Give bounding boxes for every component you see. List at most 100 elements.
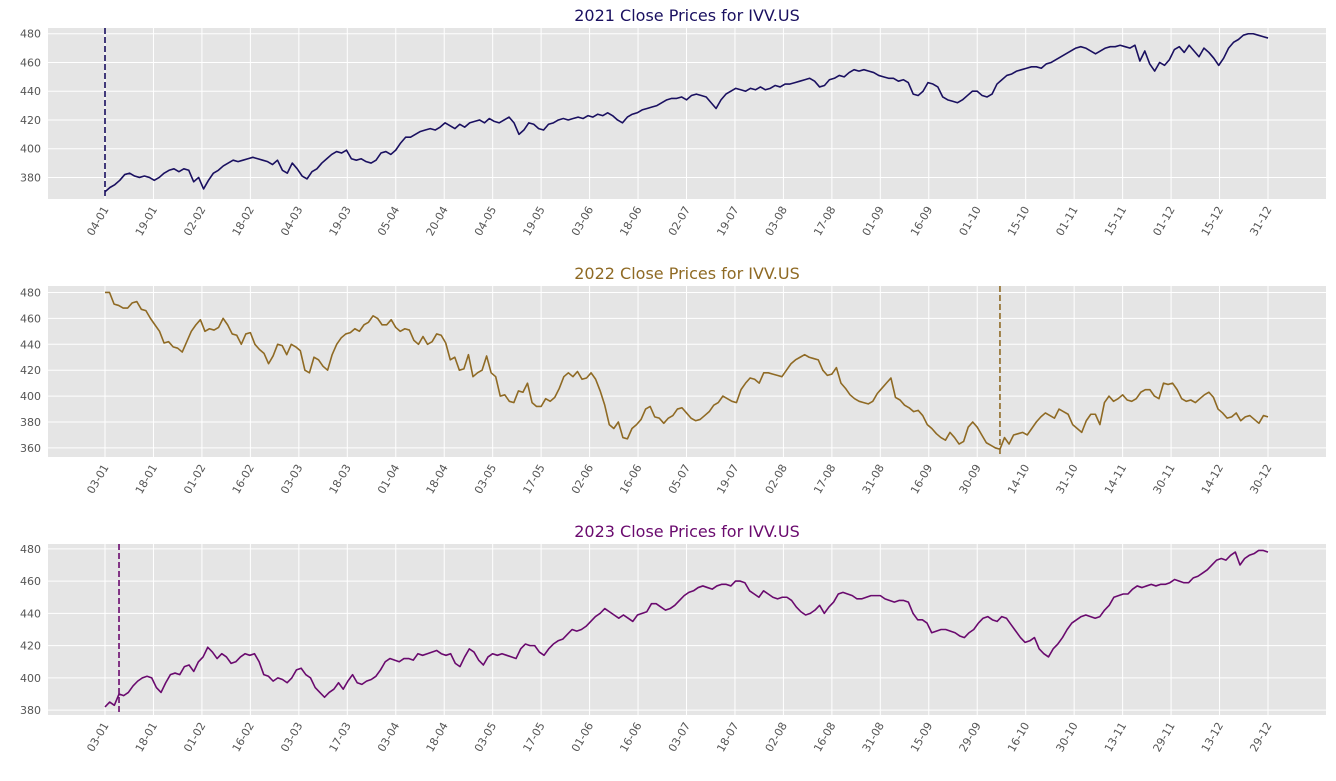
x-tick-label: 02-07 — [666, 204, 693, 238]
x-tick-label: 18-01 — [133, 462, 160, 496]
y-tick-label: 460 — [20, 56, 41, 69]
x-tick-label: 30-09 — [957, 462, 984, 496]
x-tick-label: 15-10 — [1005, 204, 1032, 238]
y-tick-label: 420 — [20, 364, 41, 377]
x-tick-label: 18-02 — [230, 204, 257, 238]
x-tick-label: 14-10 — [1005, 462, 1032, 496]
y-tick-label: 400 — [20, 390, 41, 403]
x-tick-label: 03-04 — [375, 720, 402, 754]
x-tick-label: 16-02 — [230, 720, 257, 754]
series-line — [104, 32, 1269, 193]
series-line — [105, 291, 1269, 451]
y-tick-label: 480 — [20, 28, 41, 41]
x-tick-label: 03-03 — [278, 720, 305, 754]
x-tick-label: 03-06 — [569, 204, 596, 238]
y-tick-label: 440 — [20, 607, 41, 620]
x-tick-label: 31-08 — [860, 462, 887, 496]
chart-title: 2021 Close Prices for IVV.US — [574, 6, 800, 25]
y-tick-label: 420 — [20, 640, 41, 653]
y-tick-label: 460 — [20, 575, 41, 588]
x-tick-label: 02-08 — [763, 462, 790, 496]
x-tick-label: 18-01 — [133, 720, 160, 754]
x-tick-label: 19-07 — [714, 204, 741, 238]
x-tick-label: 01-06 — [569, 720, 596, 754]
x-tick-label: 03-01 — [84, 462, 111, 496]
x-tick-label: 29-09 — [957, 720, 984, 754]
y-tick-label: 440 — [20, 85, 41, 98]
x-tick-label: 01-12 — [1150, 204, 1177, 238]
y-tick-label: 460 — [20, 312, 41, 325]
x-tick-label: 14-12 — [1199, 462, 1226, 496]
x-tick-label: 19-05 — [520, 204, 547, 238]
x-tick-label: 16-09 — [908, 462, 935, 496]
x-tick-label: 16-06 — [617, 720, 644, 754]
x-tick-label: 16-02 — [230, 462, 257, 496]
x-tick-label: 04-03 — [278, 204, 305, 238]
x-tick-label: 05-07 — [666, 462, 693, 496]
x-tick-label: 01-04 — [375, 462, 402, 496]
x-tick-label: 18-04 — [424, 462, 451, 496]
y-tick-label: 420 — [20, 114, 41, 127]
x-tick-label: 17-08 — [811, 204, 838, 238]
x-tick-label: 20-04 — [424, 204, 451, 238]
x-tick-label: 03-08 — [763, 204, 790, 238]
series-line — [104, 549, 1269, 708]
y-tick-label: 380 — [20, 704, 41, 717]
x-tick-label: 02-02 — [181, 204, 208, 238]
x-tick-label: 30-10 — [1054, 720, 1081, 754]
x-tick-label: 30-11 — [1150, 462, 1177, 496]
x-tick-label: 01-10 — [957, 204, 984, 238]
x-tick-label: 17-05 — [520, 462, 547, 496]
x-tick-label: 29-12 — [1247, 720, 1274, 754]
x-tick-label: 17-03 — [327, 720, 354, 754]
x-tick-label: 16-10 — [1005, 720, 1032, 754]
x-tick-label: 19-01 — [133, 204, 160, 238]
x-tick-label: 02-06 — [569, 462, 596, 496]
x-tick-label: 03-05 — [472, 462, 499, 496]
y-tick-label: 400 — [20, 143, 41, 156]
y-tick-label: 380 — [20, 171, 41, 184]
x-tick-label: 05-04 — [375, 204, 402, 238]
x-tick-label: 04-01 — [84, 204, 111, 238]
x-tick-label: 01-02 — [181, 462, 208, 496]
x-tick-label: 31-12 — [1247, 204, 1274, 238]
x-tick-label: 14-11 — [1102, 462, 1129, 496]
x-tick-label: 31-10 — [1054, 462, 1081, 496]
y-tick-label: 380 — [20, 416, 41, 429]
x-tick-label: 31-08 — [860, 720, 887, 754]
x-tick-label: 17-05 — [520, 720, 547, 754]
y-tick-label: 400 — [20, 672, 41, 685]
y-tick-label: 360 — [20, 442, 41, 455]
y-tick-label: 480 — [20, 286, 41, 299]
x-tick-label: 30-12 — [1247, 462, 1274, 496]
x-tick-label: 16-09 — [908, 204, 935, 238]
x-tick-label: 01-09 — [860, 204, 887, 238]
x-tick-label: 16-06 — [617, 462, 644, 496]
x-tick-label: 29-11 — [1150, 720, 1177, 754]
x-tick-label: 18-06 — [617, 204, 644, 238]
x-tick-label: 03-05 — [472, 720, 499, 754]
x-tick-label: 18-04 — [424, 720, 451, 754]
x-tick-label: 15-09 — [908, 720, 935, 754]
x-tick-label: 15-12 — [1199, 204, 1226, 238]
x-tick-label: 03-01 — [84, 720, 111, 754]
x-tick-label: 19-07 — [714, 462, 741, 496]
chart-title: 2023 Close Prices for IVV.US — [574, 522, 800, 541]
x-tick-label: 04-05 — [472, 204, 499, 238]
x-tick-label: 13-11 — [1102, 720, 1129, 754]
chart-2021: 2021 Close Prices for IVV.US 380 400 420 44… — [20, 6, 1326, 238]
x-tick-label: 01-11 — [1054, 204, 1081, 238]
x-tick-label: 01-02 — [181, 720, 208, 754]
x-tick-label: 02-08 — [763, 720, 790, 754]
x-tick-label: 18-07 — [714, 720, 741, 754]
x-tick-label: 16-08 — [811, 720, 838, 754]
x-tick-label: 17-08 — [811, 462, 838, 496]
y-tick-label: 440 — [20, 338, 41, 351]
x-tick-label: 19-03 — [327, 204, 354, 238]
x-tick-label: 18-03 — [327, 462, 354, 496]
x-tick-label: 15-11 — [1102, 204, 1129, 238]
x-tick-label: 03-03 — [278, 462, 305, 496]
y-tick-label: 480 — [20, 543, 41, 556]
chart-2023: 2023 Close Prices for IVV.US 380 400 420 44… — [20, 522, 1326, 754]
